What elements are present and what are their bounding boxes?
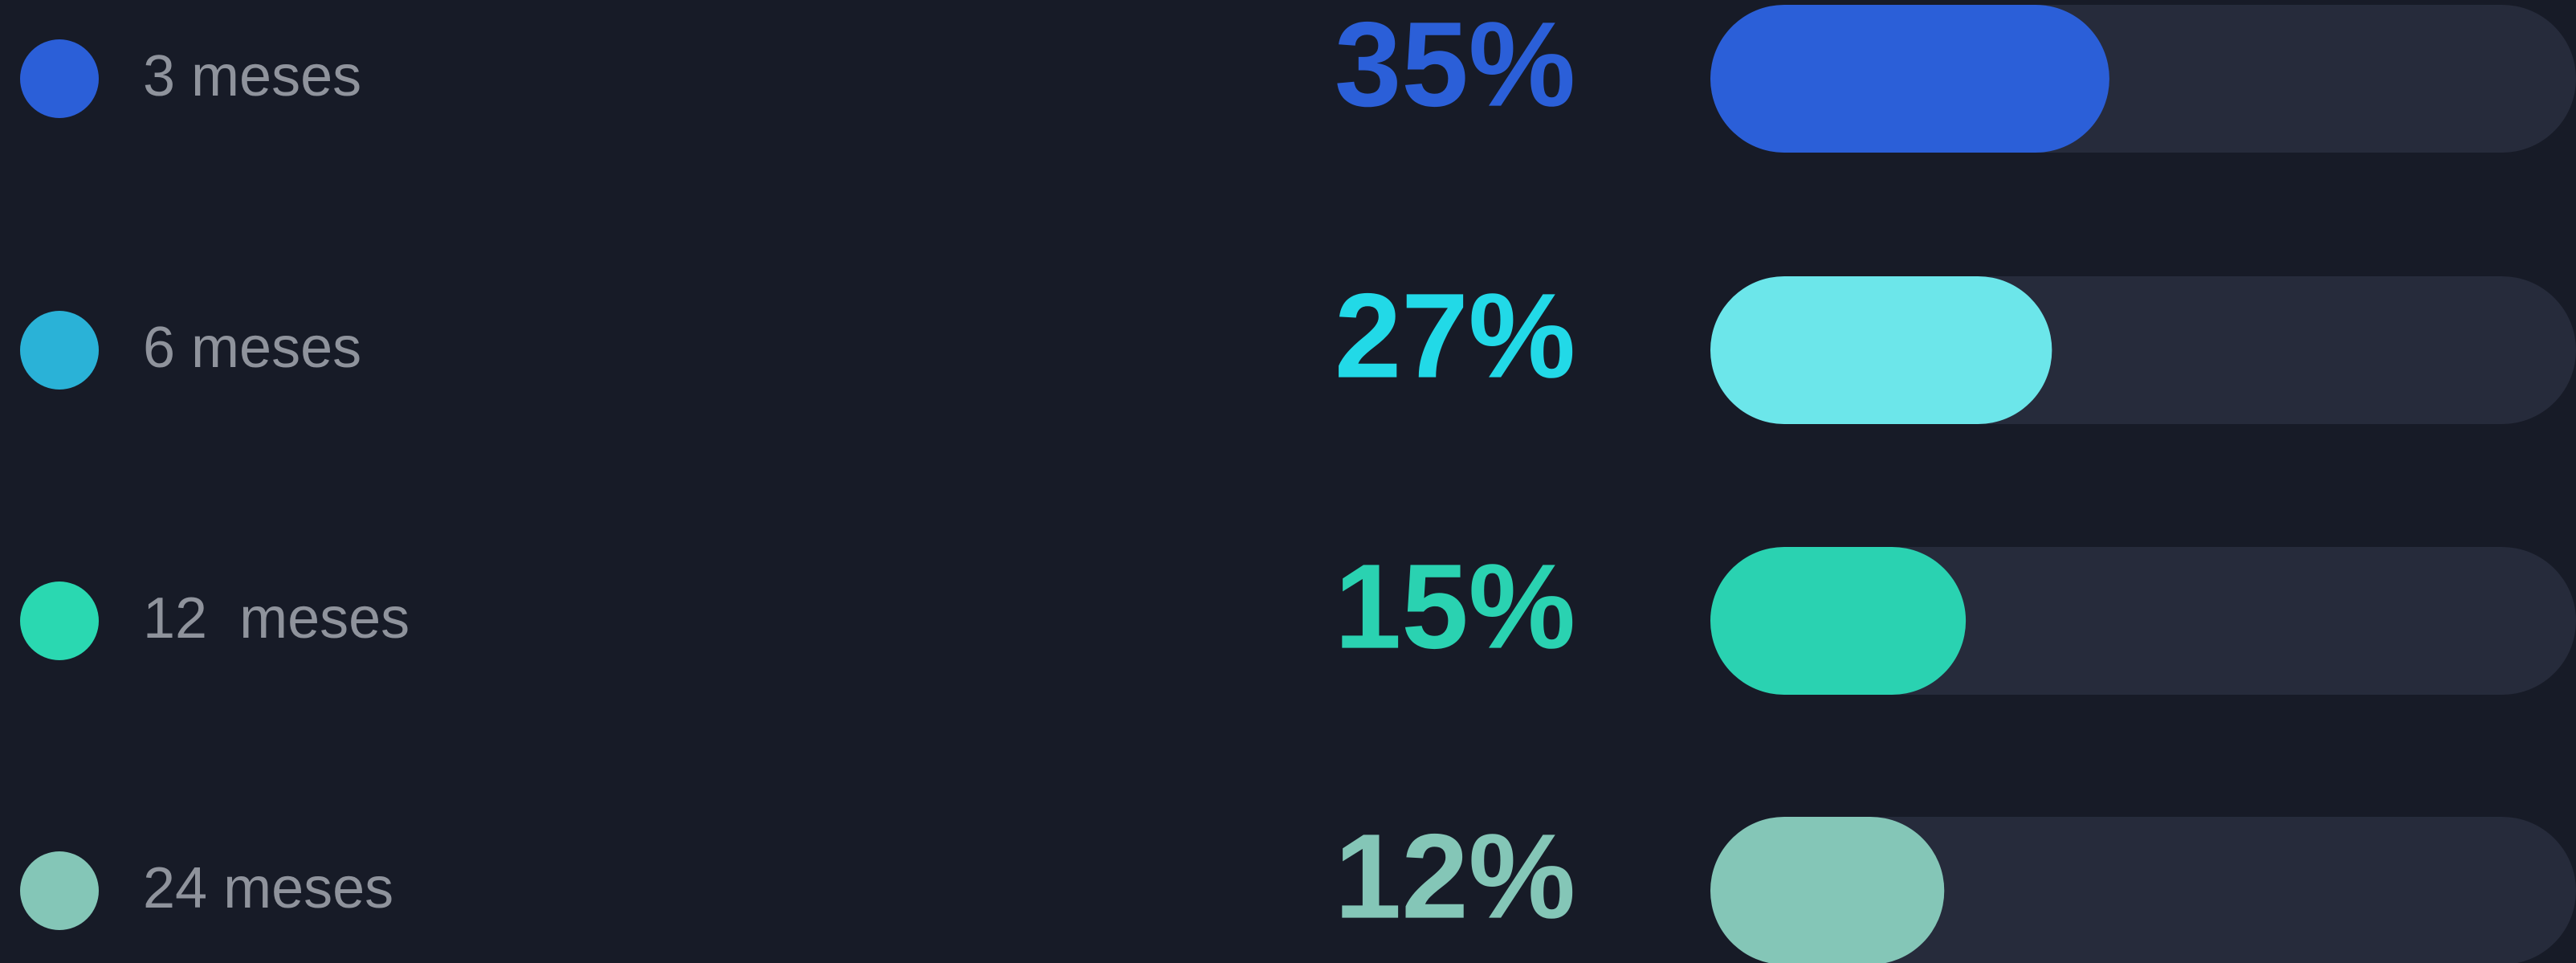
value-label: 35% [1335,0,1575,132]
category-label: 24 meses [143,856,393,920]
category-label: 6 meses [143,316,361,380]
value-label: 12% [1335,809,1575,944]
legend-marker [20,581,99,660]
category-label: 3 meses [143,44,361,108]
legend-marker [20,311,99,390]
bar [1710,547,1967,695]
bar [1710,276,2052,424]
bar [1710,5,2109,153]
value-label: 27% [1335,268,1575,403]
value-label: 15% [1335,539,1575,674]
bar [1710,817,1945,963]
legend-marker [20,851,99,930]
legend-marker [20,39,99,118]
category-label: 12 meses [143,586,410,651]
